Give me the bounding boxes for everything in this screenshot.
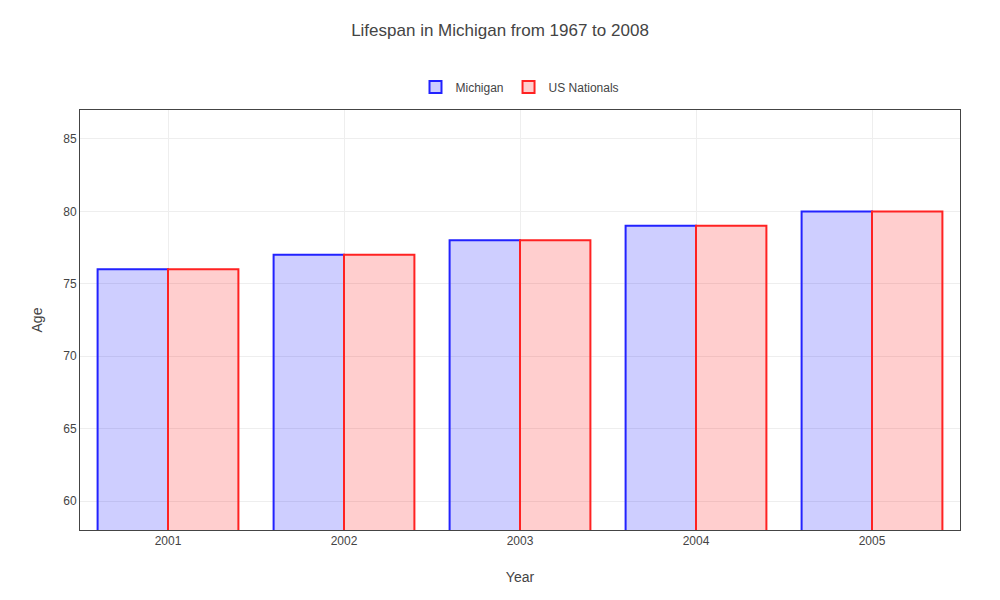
svg-text:60: 60 <box>63 494 77 508</box>
svg-text:70: 70 <box>63 349 77 363</box>
svg-text:Year: Year <box>506 569 535 585</box>
svg-text:2001: 2001 <box>155 534 182 548</box>
svg-text:Michigan: Michigan <box>456 81 504 95</box>
svg-text:2004: 2004 <box>683 534 710 548</box>
svg-text:US Nationals: US Nationals <box>549 81 619 95</box>
svg-text:80: 80 <box>63 205 77 219</box>
svg-text:75: 75 <box>63 277 77 291</box>
svg-text:Lifespan in Michigan from 1967: Lifespan in Michigan from 1967 to 2008 <box>351 21 649 40</box>
svg-text:2002: 2002 <box>331 534 358 548</box>
svg-text:65: 65 <box>63 422 77 436</box>
svg-text:2003: 2003 <box>507 534 534 548</box>
svg-text:85: 85 <box>63 132 77 146</box>
svg-text:2005: 2005 <box>859 534 886 548</box>
svg-text:Age: Age <box>29 307 45 332</box>
